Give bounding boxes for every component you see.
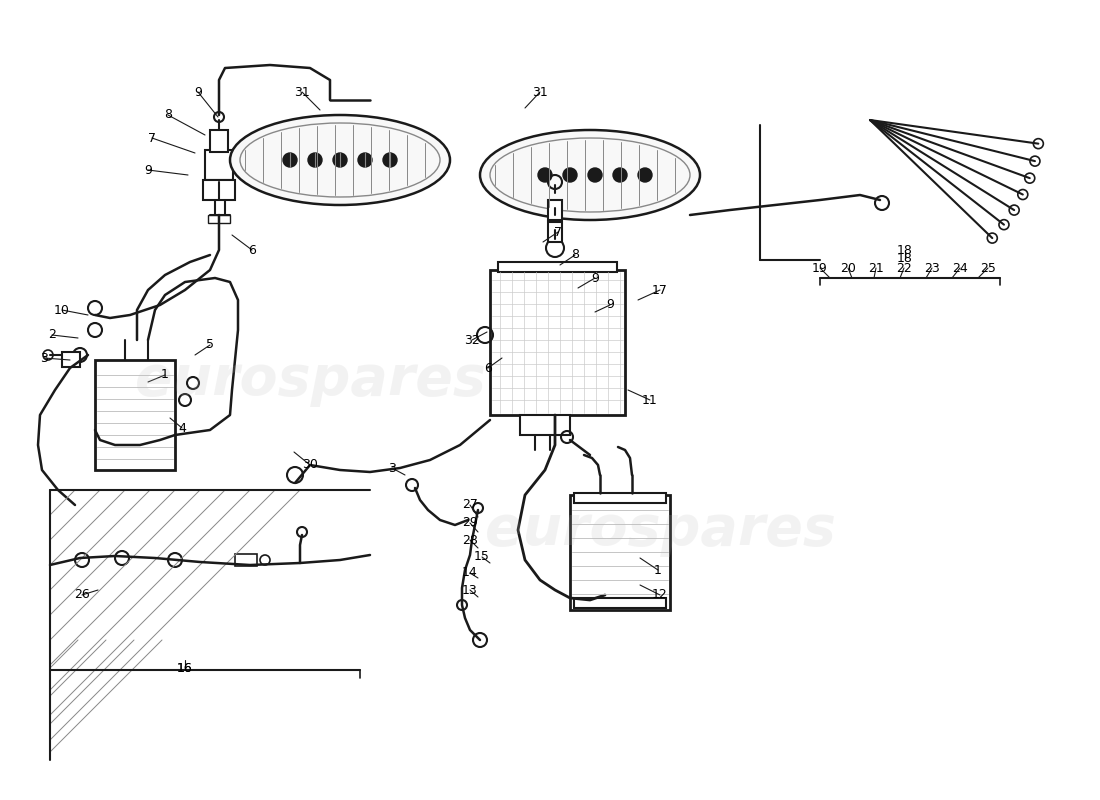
Text: eurospares: eurospares	[134, 353, 485, 407]
Text: 7: 7	[148, 131, 156, 145]
Bar	[574, 493, 666, 503]
Circle shape	[613, 168, 627, 182]
Bar	[62, 352, 80, 367]
Text: 19: 19	[812, 262, 828, 274]
Text: 16: 16	[177, 662, 192, 674]
Ellipse shape	[230, 115, 450, 205]
Text: 26: 26	[74, 589, 90, 602]
Text: 18: 18	[898, 251, 913, 265]
Text: 6: 6	[249, 243, 256, 257]
Circle shape	[283, 153, 297, 167]
Text: 10: 10	[54, 303, 70, 317]
Text: 27: 27	[462, 498, 477, 511]
Circle shape	[358, 153, 372, 167]
Text: 1: 1	[654, 563, 662, 577]
Text: 28: 28	[462, 534, 477, 546]
Text: 14: 14	[462, 566, 477, 579]
Text: 9: 9	[606, 298, 614, 311]
Text: 12: 12	[652, 589, 668, 602]
Text: 23: 23	[924, 262, 939, 274]
Text: 16: 16	[177, 662, 192, 674]
Text: 30: 30	[302, 458, 318, 471]
Text: 3: 3	[40, 351, 48, 365]
Circle shape	[538, 168, 552, 182]
Text: 8: 8	[571, 249, 579, 262]
Bar	[548, 200, 562, 220]
Bar	[570, 495, 670, 610]
Text: 9: 9	[591, 271, 598, 285]
Text: 2: 2	[48, 329, 56, 342]
Bar	[208, 215, 230, 223]
Bar	[204, 180, 235, 200]
Circle shape	[333, 153, 346, 167]
Bar	[490, 270, 625, 415]
Text: 21: 21	[868, 262, 884, 274]
Text: 22: 22	[896, 262, 912, 274]
Text: 1: 1	[161, 369, 169, 382]
Bar	[210, 130, 228, 152]
Text: 9: 9	[144, 163, 152, 177]
Text: 25: 25	[980, 262, 996, 274]
Text: 13: 13	[462, 583, 477, 597]
Bar	[498, 262, 617, 272]
Circle shape	[638, 168, 652, 182]
Text: 31: 31	[532, 86, 548, 98]
Text: 20: 20	[840, 262, 856, 274]
Text: eurospares: eurospares	[485, 503, 835, 557]
Text: 17: 17	[652, 283, 668, 297]
Bar	[95, 360, 175, 470]
Text: 32: 32	[464, 334, 480, 346]
Text: 31: 31	[294, 86, 310, 98]
Text: 4: 4	[178, 422, 186, 434]
Circle shape	[383, 153, 397, 167]
Bar	[235, 554, 257, 566]
Circle shape	[308, 153, 322, 167]
Bar	[548, 222, 562, 242]
Text: 5: 5	[206, 338, 214, 351]
Text: 15: 15	[474, 550, 490, 563]
Text: 24: 24	[953, 262, 968, 274]
Bar	[520, 415, 570, 435]
Text: 3: 3	[388, 462, 396, 474]
Circle shape	[563, 168, 578, 182]
Text: 9: 9	[194, 86, 202, 98]
Circle shape	[588, 168, 602, 182]
Text: 8: 8	[164, 109, 172, 122]
Text: 6: 6	[484, 362, 492, 374]
Text: 11: 11	[642, 394, 658, 406]
Text: 18: 18	[898, 243, 913, 257]
Text: 7: 7	[554, 226, 562, 238]
Text: 29: 29	[462, 517, 477, 530]
Bar	[205, 150, 233, 180]
Bar	[574, 598, 666, 608]
Ellipse shape	[480, 130, 700, 220]
